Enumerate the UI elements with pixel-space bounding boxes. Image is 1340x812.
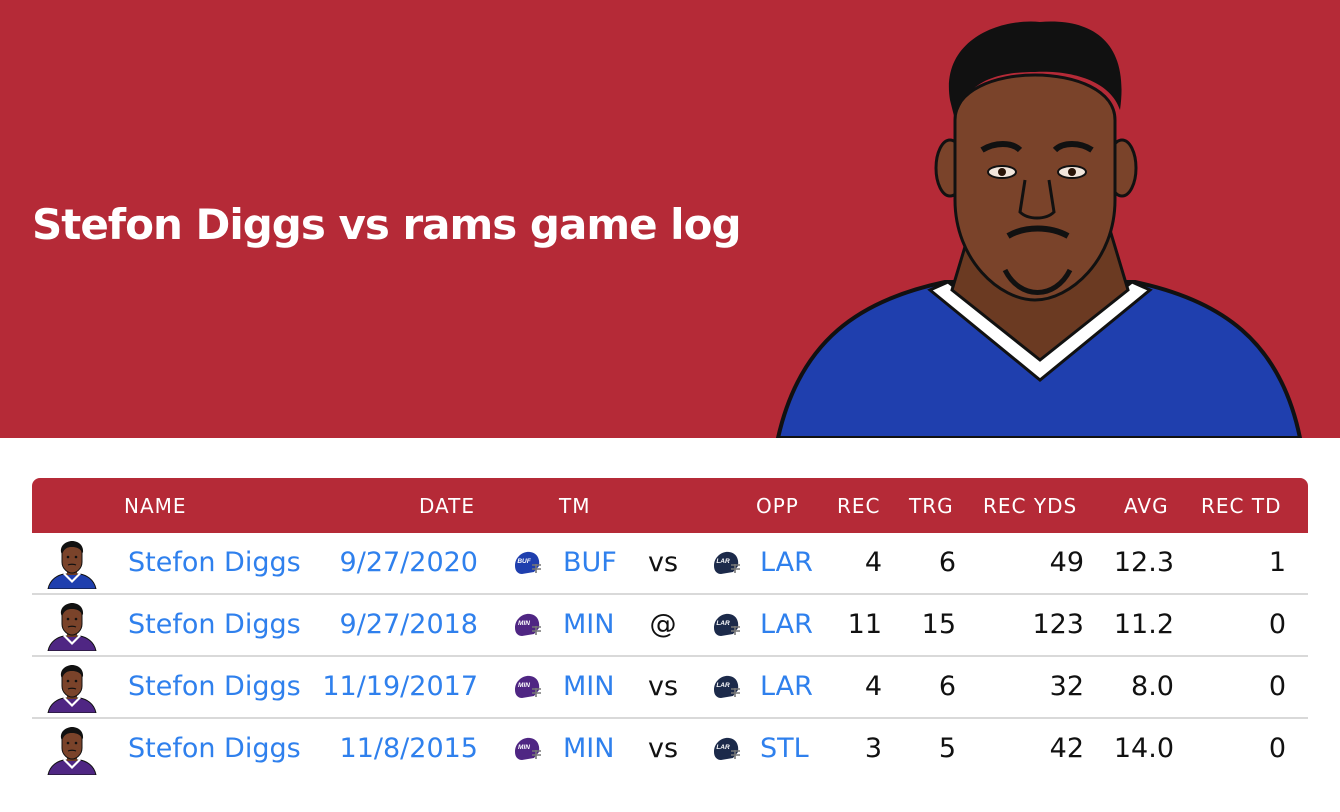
game-date-link[interactable]: 11/8/2015 <box>339 733 478 764</box>
game-log-table: NAME DATE TM OPP REC TRG REC YDS AVG REC… <box>32 478 1308 781</box>
stat-rec-td: 1 <box>1268 547 1286 578</box>
svg-text:BUF: BUF <box>517 558 531 565</box>
col-header-rec-yds[interactable]: REC YDS <box>983 494 1078 518</box>
stat-rec: 4 <box>864 671 882 702</box>
opponent-link[interactable]: LAR <box>760 547 813 578</box>
opponent-helmet-icon: LAR <box>714 737 740 760</box>
table-body: Stefon Diggs 9/27/2020 BUF BUF vs LAR LA… <box>32 533 1308 781</box>
stat-avg: 11.2 <box>1113 609 1174 640</box>
stat-avg: 14.0 <box>1113 733 1174 764</box>
stat-trg: 15 <box>921 609 956 640</box>
game-date-link[interactable]: 11/19/2017 <box>322 671 478 702</box>
player-name-link[interactable]: Stefon Diggs <box>128 733 301 764</box>
table-row: Stefon Diggs 9/27/2018 MIN MIN @ LAR LAR… <box>32 595 1308 657</box>
table-row: Stefon Diggs 11/19/2017 MIN MIN vs LAR L… <box>32 657 1308 719</box>
stat-rec-td: 0 <box>1268 671 1286 702</box>
stat-trg: 5 <box>938 733 956 764</box>
col-header-date[interactable]: DATE <box>419 494 476 518</box>
opponent-helmet-icon: LAR <box>714 613 740 636</box>
stat-trg: 6 <box>938 671 956 702</box>
stat-avg: 8.0 <box>1131 671 1174 702</box>
player-avatar[interactable] <box>46 663 98 713</box>
team-helmet-icon: BUF <box>515 551 541 574</box>
stat-rec-yds: 42 <box>1049 733 1084 764</box>
stat-rec-yds: 49 <box>1049 547 1084 578</box>
svg-text:MIN: MIN <box>518 620 530 627</box>
home-away-indicator: vs <box>647 671 679 702</box>
home-away-indicator: vs <box>647 547 679 578</box>
home-away-indicator: vs <box>647 733 679 764</box>
team-helmet-icon: MIN <box>515 737 541 760</box>
stat-rec-td: 0 <box>1268 609 1286 640</box>
opponent-link[interactable]: LAR <box>760 609 813 640</box>
col-header-rec[interactable]: REC <box>837 494 881 518</box>
team-link[interactable]: MIN <box>563 671 615 702</box>
player-avatar[interactable] <box>46 601 98 651</box>
stat-rec: 4 <box>864 547 882 578</box>
opponent-link[interactable]: LAR <box>760 671 813 702</box>
stat-rec-yds: 123 <box>1032 609 1084 640</box>
stat-trg: 6 <box>938 547 956 578</box>
home-away-indicator: @ <box>649 609 677 640</box>
svg-text:LAR: LAR <box>716 744 730 751</box>
col-header-trg[interactable]: TRG <box>909 494 954 518</box>
game-date-link[interactable]: 9/27/2020 <box>339 547 478 578</box>
svg-text:MIN: MIN <box>518 744 530 751</box>
opponent-helmet-icon: LAR <box>714 675 740 698</box>
svg-text:LAR: LAR <box>716 558 730 565</box>
team-helmet-icon: MIN <box>515 675 541 698</box>
team-link[interactable]: BUF <box>563 547 617 578</box>
svg-text:MIN: MIN <box>518 682 530 689</box>
player-avatar[interactable] <box>46 539 98 589</box>
table-row: Stefon Diggs 11/8/2015 MIN MIN vs LAR ST… <box>32 719 1308 781</box>
team-helmet-icon: MIN <box>515 613 541 636</box>
opponent-helmet-icon: LAR <box>714 551 740 574</box>
player-name-link[interactable]: Stefon Diggs <box>128 609 301 640</box>
page-title: Stefon Diggs vs rams game log <box>32 200 742 249</box>
svg-text:LAR: LAR <box>716 620 730 627</box>
col-header-opp[interactable]: OPP <box>756 494 799 518</box>
team-link[interactable]: MIN <box>563 733 615 764</box>
stat-avg: 12.3 <box>1113 547 1174 578</box>
opponent-link[interactable]: STL <box>760 733 809 764</box>
stat-rec-td: 0 <box>1268 733 1286 764</box>
table-row: Stefon Diggs 9/27/2020 BUF BUF vs LAR LA… <box>32 533 1308 595</box>
stat-rec: 11 <box>847 609 882 640</box>
hero-banner: Stefon Diggs vs rams game log <box>0 0 1340 438</box>
player-portrait-illustration <box>775 21 1303 438</box>
col-header-tm[interactable]: TM <box>559 494 591 518</box>
col-header-rec-td[interactable]: REC TD <box>1201 494 1282 518</box>
stat-rec-yds: 32 <box>1049 671 1084 702</box>
table-header: NAME DATE TM OPP REC TRG REC YDS AVG REC… <box>32 478 1308 533</box>
player-name-link[interactable]: Stefon Diggs <box>128 671 301 702</box>
player-name-link[interactable]: Stefon Diggs <box>128 547 301 578</box>
team-link[interactable]: MIN <box>563 609 615 640</box>
col-header-avg[interactable]: AVG <box>1124 494 1169 518</box>
stat-rec: 3 <box>864 733 882 764</box>
svg-text:LAR: LAR <box>716 682 730 689</box>
player-avatar[interactable] <box>46 725 98 775</box>
game-date-link[interactable]: 9/27/2018 <box>339 609 478 640</box>
col-header-name[interactable]: NAME <box>124 494 187 518</box>
